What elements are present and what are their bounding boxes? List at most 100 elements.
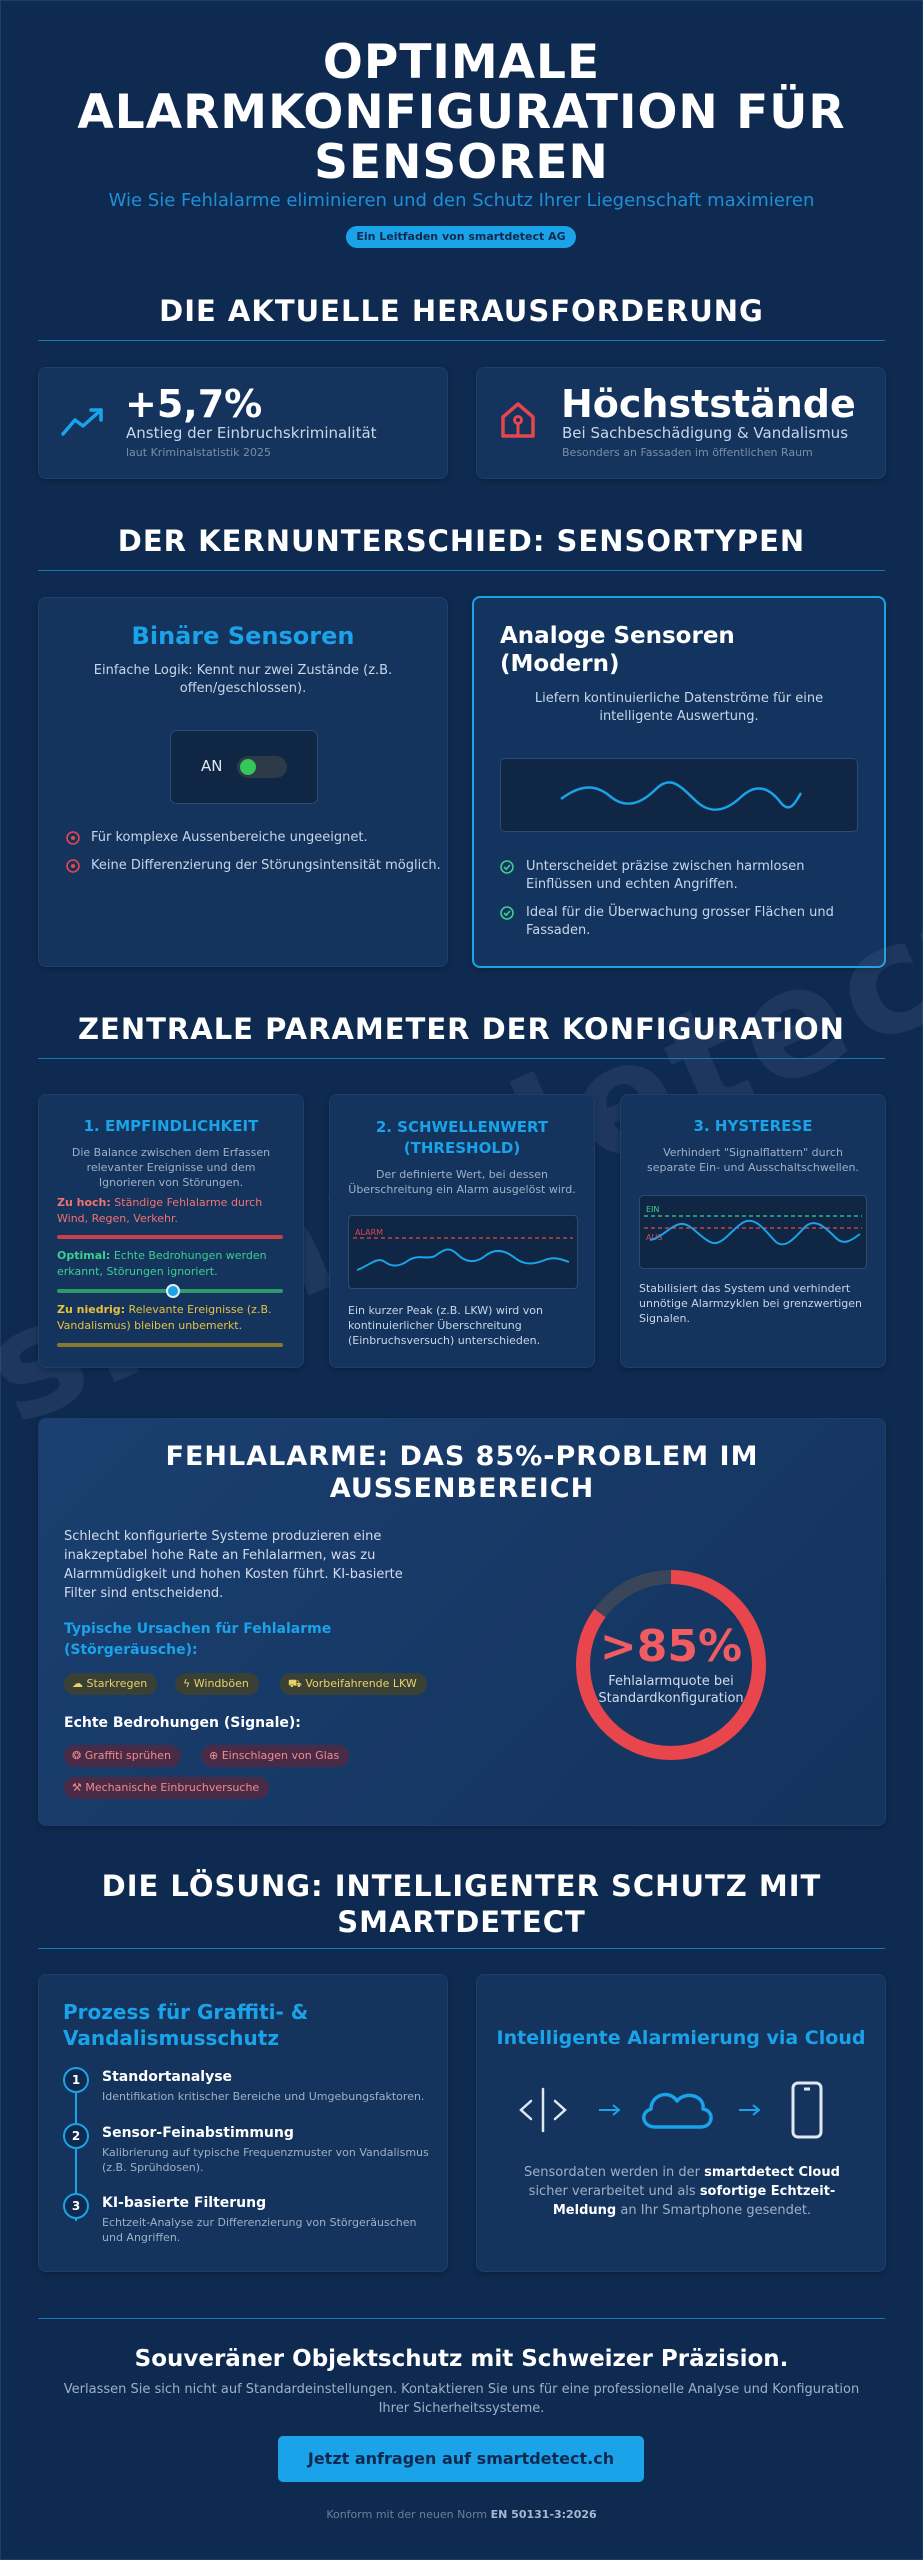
glass-break-icon: ⊕ (209, 1749, 222, 1762)
section-heading-solution: DIE LÖSUNG: INTELLIGENTER SCHUTZ MIT SMA… (101, 1869, 822, 1939)
threats-title: Echte Bedrohungen (Signale): (64, 1715, 301, 1731)
cloud-text: Sensordaten werden in der smartdetect Cl… (524, 2165, 840, 2218)
norm-compliance: Konform mit der neuen Norm EN 50131-3:20… (326, 2508, 597, 2521)
param-title: 1. EMPFINDLICHKEIT (83, 1117, 259, 1135)
cause-chip: ⛟ Vorbeifahrende LKW (280, 1673, 427, 1695)
analog-wave (560, 781, 803, 811)
step-text: Echtzeit-Analyse zur Differenzierung von… (102, 2216, 417, 2244)
cloud-icon (642, 2092, 713, 2129)
step-title: Standortanalyse (102, 2069, 233, 2085)
step-title: Sensor-Feinabstimmung (102, 2125, 294, 2141)
smartphone-icon (791, 2081, 823, 2139)
section-heading-sensors: DER KERNUNTERSCHIED: SENSORTYPEN (117, 524, 806, 558)
off-label: AUS (646, 1233, 662, 1242)
step-title: KI-basierte Filterung (102, 2195, 267, 2211)
arrow-right-icon (599, 2104, 621, 2116)
stat-label: Anstieg der Einbruchskriminalität (126, 424, 377, 442)
param-desc: Verhindert "Signalflattern" durch separa… (647, 1146, 859, 1174)
con-item: Für komplexe Aussenbereiche ungeeignet. (91, 830, 368, 845)
step-number: 3 (63, 2193, 89, 2219)
step-number: 1 (63, 2067, 89, 2093)
cloud-card: Intelligente Alarmierung via Cloud Senso… (476, 1974, 886, 2272)
param-title: 2. SCHWELLENWERT (THRESHOLD) (375, 1118, 549, 1157)
divider (38, 1058, 885, 1059)
analog-title: Analoge Sensoren (Modern) (500, 623, 735, 677)
analog-signal-box (500, 758, 858, 832)
level-bar-low (57, 1343, 283, 1347)
con-item: Keine Differenzierung der Störungsintens… (91, 858, 441, 873)
param-title: 3. HYSTERESE (693, 1117, 813, 1135)
threshold-chart: ALARM (348, 1215, 578, 1289)
spray-icon: ❂ (72, 1749, 85, 1762)
divider (38, 570, 885, 571)
causes-title: Typische Ursachen für Fehlalarme (Störge… (64, 1621, 332, 1658)
alert-flow (519, 2081, 823, 2139)
check-circle-icon (500, 906, 514, 920)
step-number: 2 (63, 2123, 89, 2149)
stat-source: laut Kriminalstatistik 2025 (126, 446, 272, 459)
trend-up-icon (61, 408, 103, 436)
threshold-chart-svg: ALARM (353, 1228, 573, 1271)
threat-chip: ⊕ Einschlagen von Glas (201, 1745, 350, 1767)
pro-item: Unterscheidet präzise zwischen harmlosen… (526, 859, 805, 892)
divider (38, 1948, 885, 1949)
param-desc: Der definierte Wert, bei dessen Überschr… (348, 1168, 576, 1196)
lightning-icon: ϟ (183, 1677, 194, 1690)
alarm-label: ALARM (355, 1228, 383, 1237)
divider (38, 2318, 885, 2319)
stat-value: +5,7% (125, 382, 263, 426)
step-text: Kalibrierung auf typische Frequenzmuster… (102, 2146, 429, 2174)
analog-sensor-card: Analoge Sensoren (Modern) Liefern kontin… (472, 596, 886, 968)
footer-text: Verlassen Sie sich nicht auf Standardein… (63, 2382, 860, 2416)
param-note: Stabilisiert das System und verhindert u… (639, 1282, 863, 1325)
page-title: OPTIMALE ALARMKONFIGURATION FÜR SENSOREN (77, 35, 846, 190)
false-alarm-gauge (576, 1570, 766, 1760)
process-card: Prozess für Graffiti- & Vandalismusschut… (38, 1974, 448, 2272)
arrow-right-icon (739, 2104, 761, 2116)
toggle-switch (237, 756, 287, 778)
toggle-demo: AN (170, 730, 318, 804)
false-alarm-heading: FEHLALARME: DAS 85%-PROBLEM IM AUSSENBER… (165, 1441, 759, 1504)
contact-cta-button[interactable]: Jetzt anfragen auf smartdetect.ch (278, 2436, 644, 2482)
param-card-hysteresis: 3. HYSTERESE Verhindert "Signalflattern"… (620, 1094, 886, 1368)
threat-chip: ❂ Graffiti sprühen (64, 1745, 181, 1767)
x-circle-icon (66, 859, 80, 873)
stat-value: Höchststände (561, 382, 856, 426)
binary-title: Binäre Sensoren (131, 622, 355, 650)
level-bar-high (57, 1235, 283, 1239)
stat-label: Bei Sachbeschädigung & Vandalismus (562, 424, 849, 442)
analog-desc: Liefern kontinuierliche Datenströme für … (534, 691, 824, 724)
truck-icon: ⛟ (288, 1677, 306, 1690)
threat-chip: ⚒ Mechanische Einbruchversuche (64, 1777, 270, 1799)
check-circle-icon (500, 860, 514, 874)
step-text: Identifikation kritischer Bereiche und U… (102, 2090, 425, 2103)
false-alarm-intro: Schlecht konfigurierte Systeme produzier… (64, 1529, 403, 1601)
on-label: EIN (646, 1205, 659, 1214)
stat-card-vandalism: Höchststände Bei Sachbeschädigung & Vand… (476, 367, 886, 479)
hysteresis-chart: EIN AUS (639, 1195, 867, 1269)
cloud-title: Intelligente Alarmierung via Cloud (496, 2027, 866, 2049)
footer-title: Souveräner Objektschutz mit Schweizer Pr… (134, 2346, 789, 2372)
binary-sensor-card: Binäre Sensoren Einfache Logik: Kennt nu… (38, 597, 448, 967)
pro-item: Ideal für die Überwachung grosser Fläche… (526, 905, 834, 938)
gauge-arc (576, 1570, 766, 1760)
level-optimal: Optimal: Echte Bedrohungen werden erkann… (57, 1249, 267, 1278)
sensor-icon (519, 2087, 567, 2133)
house-icon (501, 402, 535, 438)
gauge-label: Fehlalarmquote bei Standardkonfiguration (598, 1674, 744, 1706)
binary-desc: Einfache Logik: Kennt nur zwei Zustände … (93, 663, 393, 696)
false-alarm-panel: FEHLALARME: DAS 85%-PROBLEM IM AUSSENBER… (38, 1418, 886, 1826)
stat-card-burglary: +5,7% Anstieg der Einbruchskriminalität … (38, 367, 448, 479)
param-card-threshold: 2. SCHWELLENWERT (THRESHOLD) Der definie… (329, 1094, 595, 1368)
process-title: Prozess für Graffiti- & Vandalismusschut… (63, 2000, 309, 2050)
toggle-label: AN (201, 757, 223, 775)
cause-chip: ☁ Starkregen (64, 1673, 158, 1695)
divider (38, 340, 885, 341)
hysteresis-chart-svg: EIN AUS (644, 1205, 862, 1246)
level-too-low: Zu niedrig: Relevante Ereignisse (z.B. V… (57, 1303, 272, 1332)
param-card-sensitivity: 1. EMPFINDLICHKEIT Die Balance zwischen … (38, 1094, 304, 1368)
wrench-icon: ⚒ (72, 1781, 86, 1794)
gauge-value: >85% (599, 1621, 743, 1672)
cloud-icon: ☁ (72, 1677, 87, 1690)
x-circle-icon (66, 831, 80, 845)
